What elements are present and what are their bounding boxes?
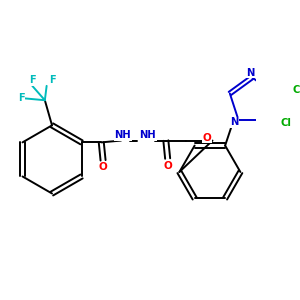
- Text: NH: NH: [115, 130, 131, 140]
- Text: O: O: [203, 133, 212, 143]
- Text: N: N: [231, 117, 239, 127]
- Text: N: N: [246, 68, 254, 78]
- Text: F: F: [29, 76, 36, 85]
- Text: Cl: Cl: [293, 85, 300, 95]
- Text: O: O: [163, 161, 172, 171]
- Text: F: F: [49, 76, 55, 85]
- Text: Cl: Cl: [281, 118, 292, 128]
- Text: F: F: [18, 93, 25, 103]
- Text: O: O: [99, 163, 107, 172]
- Text: NH: NH: [140, 130, 156, 140]
